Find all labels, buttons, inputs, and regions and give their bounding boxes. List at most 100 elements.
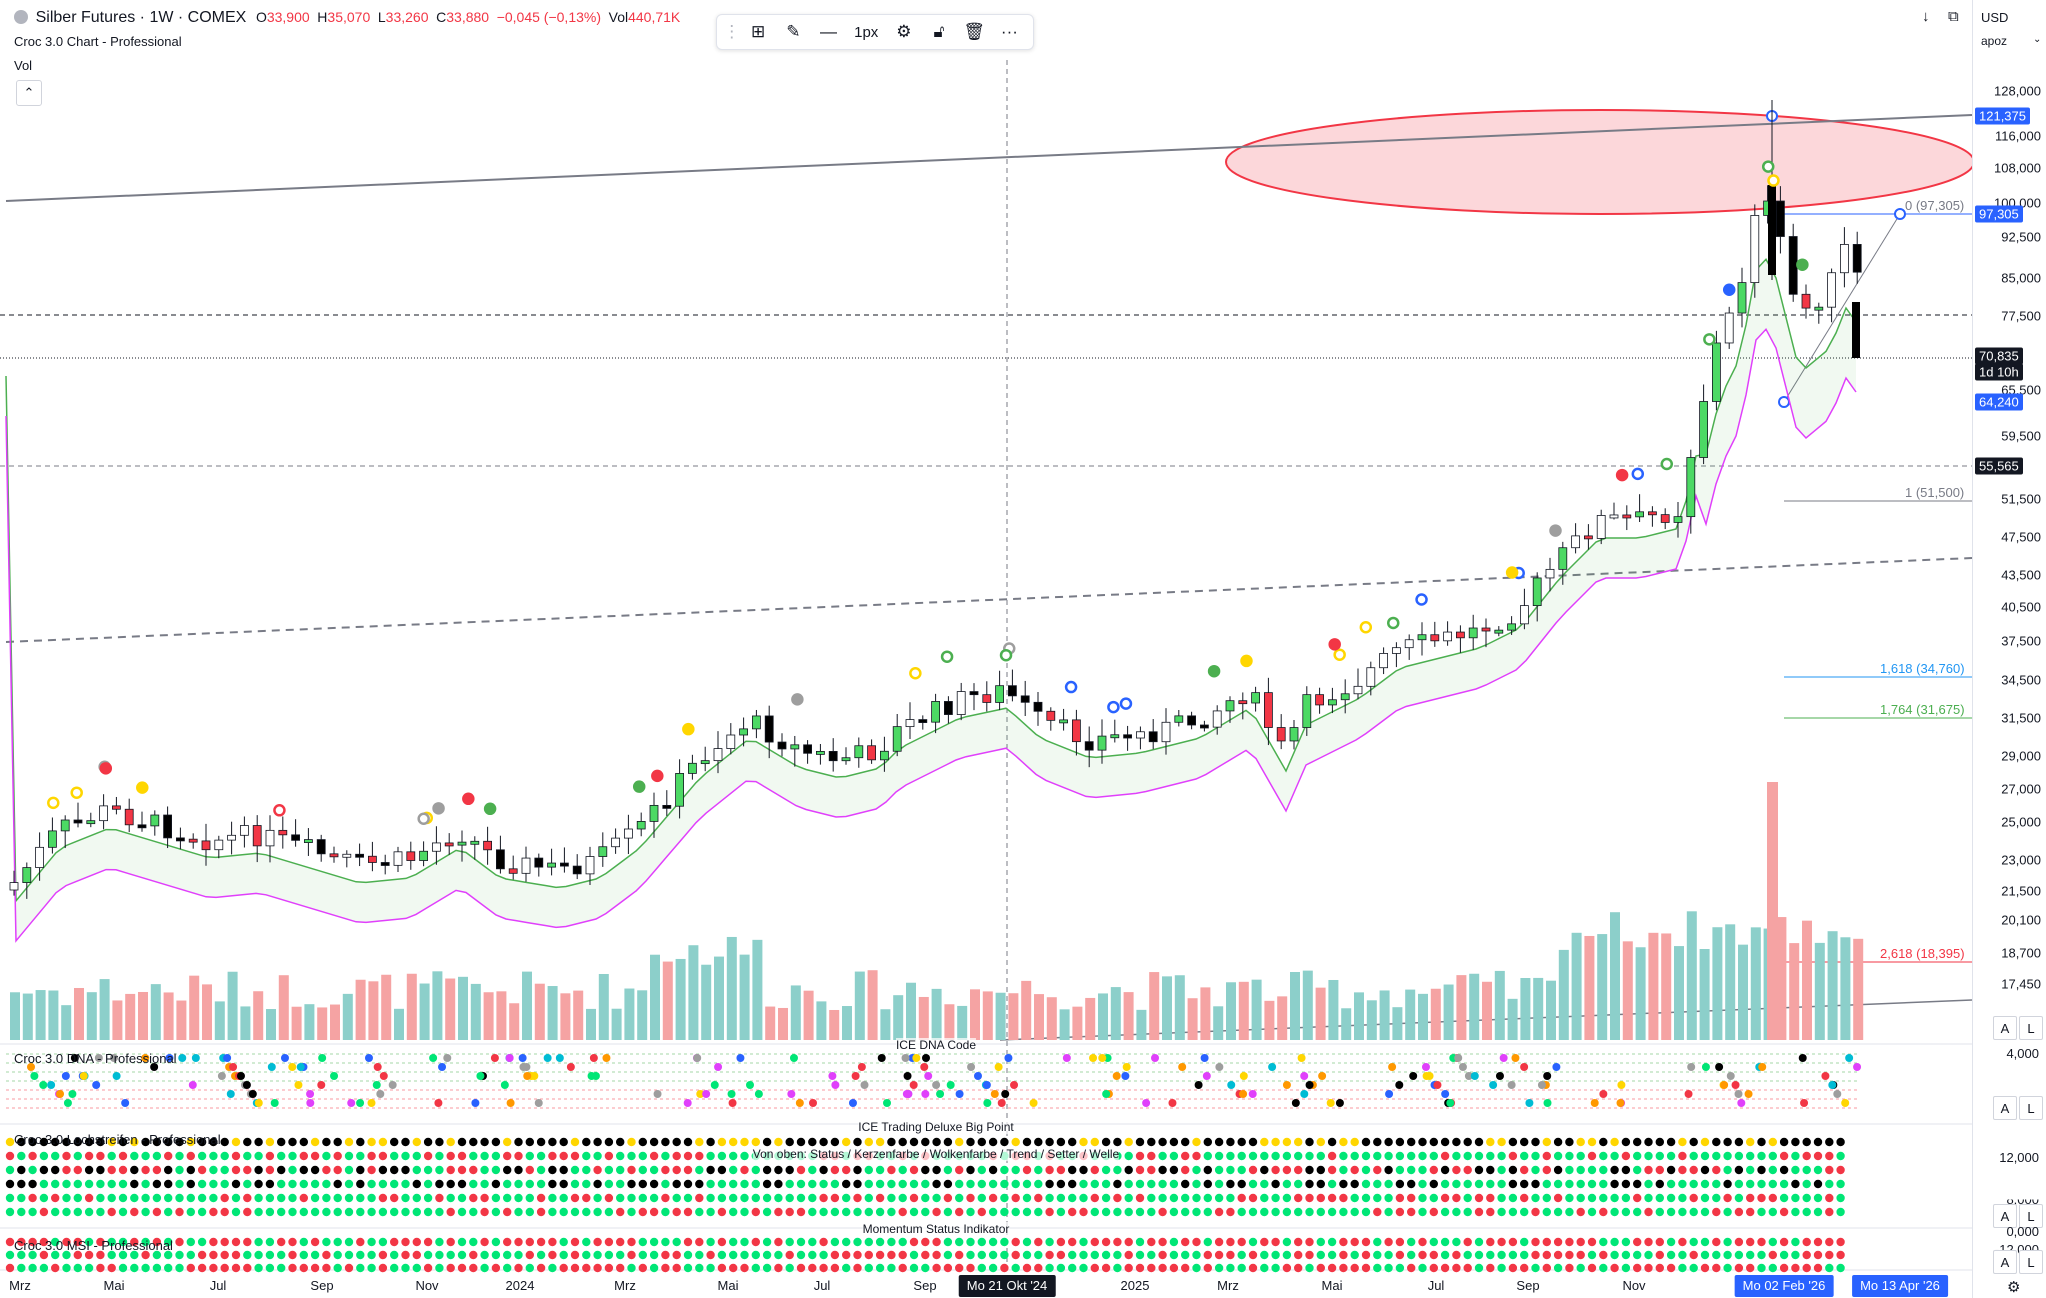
- msi-dot: [1553, 1263, 1563, 1273]
- msi-dot: [1316, 1237, 1326, 1247]
- currency-label[interactable]: USD: [1981, 10, 2009, 25]
- pane-dna-title[interactable]: Croc 3.0 DNA - Professional: [14, 1051, 177, 1066]
- dna-dot: [217, 1072, 226, 1080]
- strip-dot: [1407, 1179, 1416, 1189]
- candle-body: [22, 867, 32, 883]
- strip-dot: [785, 1165, 794, 1175]
- chart-area[interactable]: Silber Futures · 1W · COMEX O33,900 H35,…: [0, 0, 1972, 1298]
- strip-dot: [1226, 1207, 1235, 1217]
- auto-scale-button-main[interactable]: A: [1993, 1016, 2017, 1040]
- strip-dot: [921, 1137, 930, 1147]
- more-button[interactable]: ···: [992, 17, 1027, 47]
- candle-body: [1251, 692, 1260, 704]
- dna-dot: [242, 1081, 251, 1089]
- strip-dot: [1474, 1179, 1484, 1189]
- strip-dot: [1373, 1165, 1382, 1175]
- msi-dot: [1090, 1250, 1100, 1260]
- strip-dot: [1158, 1151, 1167, 1161]
- log-scale-button-dna[interactable]: L: [2019, 1096, 2043, 1120]
- strip-dot: [1723, 1207, 1732, 1217]
- symbol-title[interactable]: Silber Futures · 1W · COMEX: [35, 9, 247, 26]
- log-scale-button-msi[interactable]: L: [2019, 1250, 2043, 1274]
- download-icon[interactable]: ↓: [1922, 8, 1930, 25]
- strip-dot: [480, 1207, 489, 1217]
- candle-body: [60, 819, 70, 832]
- price-tick: 23,000: [2001, 852, 2041, 868]
- template-button[interactable]: ⊞: [741, 17, 776, 47]
- candle-body: [1840, 244, 1849, 274]
- candle-body: [431, 842, 441, 852]
- strip-dot: [322, 1193, 331, 1203]
- strip-dot: [1034, 1193, 1043, 1203]
- auto-scale-button-msi[interactable]: A: [1993, 1250, 2017, 1274]
- msi-dot: [1282, 1237, 1292, 1247]
- signal-dot: [432, 802, 445, 815]
- candle-body: [918, 719, 928, 723]
- msi-dot: [62, 1237, 71, 1247]
- candle-body: [1609, 514, 1619, 519]
- strip-dot: [717, 1179, 727, 1189]
- price-tag-low: 64,240: [1975, 393, 2023, 411]
- main-chart-canvas[interactable]: [0, 0, 1972, 1298]
- signal-dot: [1703, 333, 1716, 346]
- indicator-croc-chart[interactable]: Croc 3.0 Chart - Professional: [14, 34, 182, 49]
- delete-button[interactable]: 🗑︎: [957, 17, 992, 47]
- strip-dot: [457, 1207, 467, 1217]
- auto-scale-button-strip[interactable]: A: [1993, 1204, 2017, 1228]
- color-button[interactable]: ✎: [776, 17, 811, 47]
- strip-dot: [491, 1151, 501, 1161]
- strip-dot: [1022, 1179, 1032, 1189]
- msi-dot: [84, 1250, 94, 1260]
- strip-dot: [1339, 1165, 1348, 1175]
- volume-bar: [522, 971, 532, 1040]
- drag-handle[interactable]: ⋮: [723, 22, 741, 41]
- signal-dot: [70, 786, 83, 799]
- scale-mode-label[interactable]: apoz: [1981, 34, 2008, 48]
- price-axis[interactable]: USD apoz ⌄ 128,000 116,000 108,000 100,000 9…: [1972, 0, 2046, 1298]
- msi-dot: [593, 1237, 602, 1247]
- line-style-button[interactable]: —: [811, 17, 846, 47]
- price-tick: 37,500: [2001, 633, 2041, 649]
- strip-dot: [762, 1207, 772, 1217]
- settings-button[interactable]: ⚙: [886, 17, 921, 47]
- dna-dot: [1142, 1099, 1151, 1107]
- strip-dot: [141, 1137, 150, 1147]
- strip-dot: [333, 1165, 342, 1175]
- msi-dot: [1666, 1237, 1676, 1247]
- lock-button[interactable]: 🔓︎: [921, 17, 956, 47]
- strip-dot: [559, 1207, 568, 1217]
- log-scale-button-main[interactable]: L: [2019, 1016, 2043, 1040]
- indicator-vol[interactable]: Vol: [14, 58, 33, 73]
- signal-dot: [1722, 283, 1736, 297]
- strip-dot: [1181, 1179, 1190, 1189]
- strip-dot: [152, 1207, 162, 1217]
- strip-dot: [1022, 1137, 1032, 1147]
- chevron-down-icon[interactable]: ⌄: [2033, 34, 2042, 45]
- dna-dot: [1200, 1054, 1209, 1062]
- strip-dot: [17, 1137, 26, 1147]
- candle-body: [1417, 634, 1427, 641]
- strip-dot: [1587, 1193, 1597, 1203]
- volume-bar: [1341, 1008, 1352, 1040]
- msi-dot: [536, 1237, 546, 1247]
- fullscreen-icon[interactable]: ⧉: [1948, 8, 1959, 25]
- pane-lochstreifen-title[interactable]: Croc 3.0 Lochstreifen - Professional: [14, 1132, 221, 1147]
- candle-body: [1712, 342, 1721, 402]
- settings-icon[interactable]: ⚙: [2007, 1279, 2021, 1296]
- log-scale-button-strip[interactable]: L: [2019, 1204, 2043, 1228]
- strip-dot: [1542, 1137, 1552, 1147]
- auto-scale-button-dna[interactable]: A: [1993, 1096, 2017, 1120]
- candle-body: [163, 814, 173, 839]
- price-tick: 34,500: [2001, 672, 2041, 688]
- strip-dot: [1418, 1193, 1427, 1203]
- strip-dot: [661, 1151, 670, 1161]
- pane-msi-title[interactable]: Croc 3.0 MSI - Professional: [14, 1238, 173, 1253]
- msi-dot: [1316, 1263, 1326, 1273]
- strip-dot: [107, 1207, 116, 1217]
- msi-dot: [616, 1250, 625, 1260]
- msi-dot: [1576, 1237, 1585, 1247]
- collapse-legend-button[interactable]: ⌃: [16, 80, 42, 106]
- line-width-button[interactable]: 1px: [854, 23, 879, 41]
- dna-dot: [754, 1090, 763, 1098]
- msi-dot: [785, 1250, 794, 1260]
